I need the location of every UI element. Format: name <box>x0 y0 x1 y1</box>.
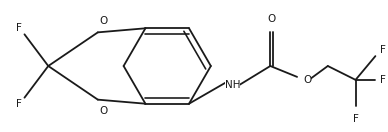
Text: F: F <box>380 75 386 85</box>
Text: F: F <box>353 114 359 124</box>
Text: O: O <box>100 106 108 116</box>
Text: F: F <box>380 45 386 55</box>
Text: F: F <box>16 23 21 33</box>
Text: O: O <box>267 14 275 24</box>
Text: O: O <box>100 16 108 26</box>
Text: O: O <box>303 75 311 85</box>
Text: F: F <box>16 99 21 109</box>
Text: NH: NH <box>225 80 241 90</box>
